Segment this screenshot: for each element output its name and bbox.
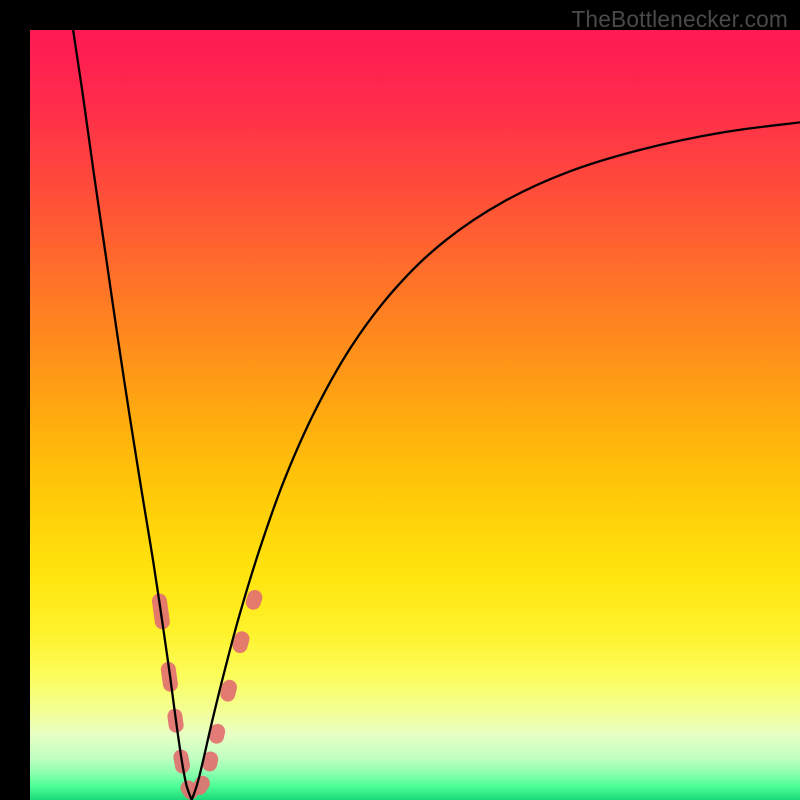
plot-area <box>30 30 800 800</box>
curve-right-branch <box>192 122 800 800</box>
chart-frame: TheBottlenecker.com <box>0 0 800 800</box>
curve-layer <box>30 30 800 800</box>
data-markers <box>151 588 264 800</box>
watermark-text: TheBottlenecker.com <box>571 6 788 33</box>
